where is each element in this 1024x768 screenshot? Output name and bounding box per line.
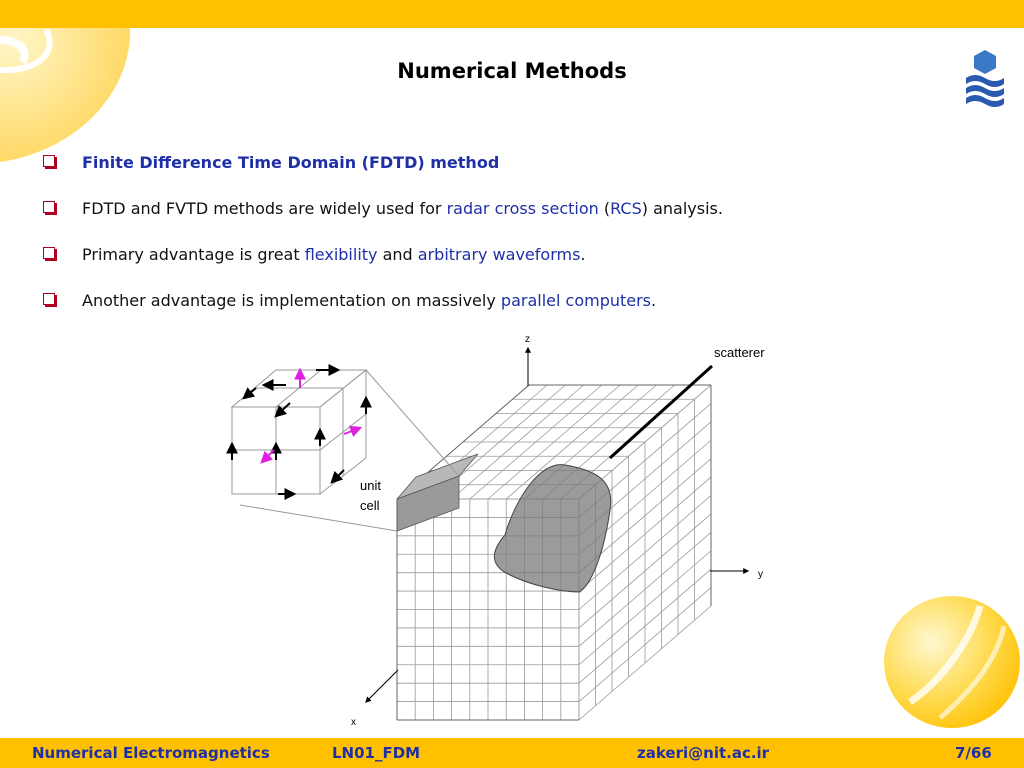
footer-bar: Numerical Electromagnetics LN01_FDM zake… [0, 738, 1024, 768]
scatterer-label: scatterer [714, 345, 765, 360]
footer-lecture: LN01_FDM [332, 744, 421, 762]
university-logo [966, 50, 1004, 107]
bullet-item: Finite Difference Time Domain (FDTD) met… [40, 151, 940, 197]
bullet-item: FDTD and FVTD methods are widely used fo… [40, 197, 940, 243]
slide-title: Numerical Methods [397, 59, 627, 83]
zoom-line [239, 504, 398, 532]
bullet-text-segment: and [377, 245, 418, 264]
bullet-item: Primary advantage is great flexibility a… [40, 243, 940, 289]
unit-cell-label: unit [360, 478, 381, 493]
scatterer-pointer-line [608, 364, 714, 460]
bullet-text-segment: . [651, 291, 657, 310]
bullet-text: FDTD and FVTD methods are widely used fo… [82, 199, 723, 218]
bullet-box-icon [43, 293, 55, 305]
unit-cell-highlight [396, 453, 479, 532]
top-bar [0, 0, 1024, 28]
unit-cell-zoom [230, 368, 368, 496]
highlight-text: parallel computers [500, 291, 652, 310]
bullet-text-segment: FDTD and FVTD methods are widely used fo… [82, 199, 447, 218]
bullet-text-segment: ( [598, 199, 611, 218]
footer-page-number: 7/66 [955, 744, 992, 762]
bullet-text-segment: Another advantage is implementation on m… [82, 291, 501, 310]
bullet-box-icon [43, 155, 55, 167]
bullet-text: Primary advantage is great flexibility a… [82, 245, 586, 264]
decorative-swirl-top-left [0, 28, 131, 162]
footer-course: Numerical Electromagnetics [32, 744, 270, 762]
bullet-item: Another advantage is implementation on m… [40, 289, 940, 335]
unit-cell-label: cell [360, 498, 380, 513]
x-axis-label: x [351, 717, 356, 728]
bullet-box-icon [43, 247, 55, 259]
highlight-text: RCS [610, 199, 642, 218]
z-axis-label: z [525, 334, 530, 345]
bullet-text-segment: . [580, 245, 586, 264]
highlight-text: flexibility [304, 245, 378, 264]
highlight-text: arbitrary waveforms [417, 245, 581, 264]
highlight-text: radar cross section [446, 199, 599, 218]
x-axis [365, 669, 399, 703]
bullet-list: Finite Difference Time Domain (FDTD) met… [40, 151, 940, 335]
bullet-text-segment: Finite Difference Time Domain (FDTD) met… [82, 153, 500, 172]
bullet-text-segment: Primary advantage is great [82, 245, 305, 264]
bullet-box-icon [43, 201, 55, 213]
bullet-text-segment: ) analysis. [641, 199, 723, 218]
footer-email: zakeri@nit.ac.ir [637, 744, 770, 762]
fdtd-grid-figure: scatterer z y x unit cell [226, 334, 765, 728]
field-arrows [226, 364, 372, 500]
zoom-line [365, 369, 460, 477]
y-axis-label: y [758, 569, 763, 580]
bullet-text: Finite Difference Time Domain (FDTD) met… [82, 153, 499, 172]
scatterer-shape [493, 464, 612, 593]
bullet-text: Another advantage is implementation on m… [82, 291, 656, 310]
decorative-sphere [884, 596, 1020, 728]
